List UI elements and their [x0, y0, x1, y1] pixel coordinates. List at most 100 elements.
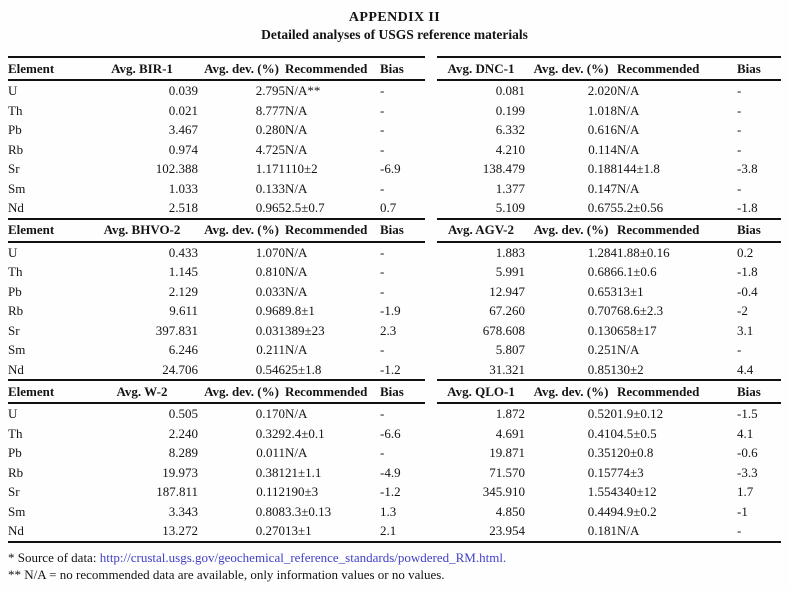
table-header: Element Avg. W-2 Avg. dev. (%) Recommend… [8, 379, 781, 404]
table-cell: N/A [617, 141, 640, 157]
column-header-avg: Avg. BHVO-2 [86, 217, 198, 243]
table-cell: 9.611 [169, 303, 198, 318]
table-gap [425, 301, 437, 321]
table-row: Rb 0.974 4.725 N/A -4.210 0.114 N/A - [8, 140, 781, 160]
table-cell: 0.270 [255, 523, 285, 538]
header-row: Element Avg. BHVO-2 Avg. dev. (%) Recomm… [8, 217, 781, 243]
table-cell: 0.081 [495, 83, 525, 98]
table-cell: Nd [8, 361, 24, 377]
table-row: Th 0.021 8.777 N/A -0.199 1.018 N/A - [8, 101, 781, 121]
table-cell: 0.130 [587, 322, 617, 338]
table-cell: -1.2 [380, 484, 401, 499]
column-header-avg-dev: Avg. dev. (%) [525, 56, 617, 81]
table-cell: Sr [8, 322, 20, 338]
table-cell: 1.018 [587, 102, 617, 118]
table-cell: 67.260 [489, 303, 525, 318]
table-row: Nd 2.518 0.965 2.5±0.7 0.7 5.109 0.675 5.2±0.56… [8, 198, 781, 218]
table-cell: Sm [8, 503, 26, 519]
table-cell: 1.9±0.12 [617, 406, 664, 421]
table-cell: 0.211 [256, 342, 285, 357]
table-gap [425, 198, 437, 218]
header-row: Element Avg. W-2 Avg. dev. (%) Recommend… [8, 379, 781, 404]
table-row: U 0.505 0.170 N/A - 1.872 0.520 1.9±0.12 -1.5 [8, 403, 781, 424]
table-cell: 13±1 [285, 523, 312, 538]
table-cell: N/A [617, 523, 640, 538]
table-gap [425, 403, 437, 424]
source-url-link[interactable]: http://crustal.usgs.gov/geochemical_refe… [99, 549, 507, 565]
table-cell: 1.171 [255, 161, 285, 176]
page-title: APPENDIX II [348, 10, 441, 25]
table-gap [425, 482, 437, 502]
table-cell: 1.377 [495, 180, 525, 196]
table-cell: 4.9±0.2 [617, 503, 657, 519]
table-cell: - [380, 342, 385, 357]
table-cell: Sm [8, 180, 26, 196]
table-cell: N/A [617, 122, 640, 137]
table-cell: 190±3 [285, 484, 319, 499]
column-header-avg: Avg. W-2 [86, 379, 198, 404]
table-cell: 0.112 [256, 484, 285, 499]
table-cell: 397.831 [155, 322, 198, 338]
table-cell: 340±12 [617, 484, 657, 499]
footnote-source-prefix: * Source of data: [8, 549, 100, 565]
table-cell: 102.388 [155, 161, 198, 176]
table-cell: -1.8 [737, 264, 758, 279]
table-row: U 0.433 1.070 N/A - 1.883 1.284 1.88±0.16 0.2 [8, 242, 781, 263]
table-cell: 1.145 [168, 264, 198, 279]
table-cell: - [737, 180, 742, 196]
table-cell: 13±1 [617, 283, 644, 299]
table-cell: U [8, 244, 18, 260]
table-gap [425, 242, 437, 263]
table-cell: 1.284 [587, 244, 617, 260]
table-cell: Pb [8, 445, 22, 460]
table-cell: 6.246 [168, 342, 198, 357]
column-header-recommended: Recommended [285, 379, 380, 404]
table-cell: -0.6 [737, 445, 758, 460]
table-cell: - [380, 122, 385, 137]
table-cell: 74±3 [617, 464, 644, 480]
table-cell: 13.272 [162, 523, 198, 538]
table-cell: 187.811 [156, 484, 198, 499]
table-cell: 0.381 [255, 464, 285, 480]
table-cell: 1.033 [168, 180, 198, 196]
column-header-bias: Bias [737, 379, 781, 404]
table-cell: N/A [285, 445, 308, 460]
table-cell: - [737, 83, 742, 98]
table-cell: 6.332 [495, 122, 525, 137]
table-cell: 4.5±0.5 [617, 425, 657, 441]
table-gap [425, 101, 437, 121]
table-cell: 2.3 [380, 322, 397, 338]
table-cell: U [8, 83, 18, 98]
table-cell: -2 [737, 303, 748, 318]
table-cell: 0.505 [168, 406, 198, 421]
table-gap [425, 159, 437, 179]
table-row: U 0.039 2.795 N/A** - 0.081 2.020 N/A - [8, 80, 781, 101]
table-cell: - [380, 102, 385, 118]
column-header-avg-dev: Avg. dev. (%) [198, 217, 285, 243]
table-cell: 0.011 [256, 445, 285, 460]
table-gap [425, 179, 437, 199]
column-header-avg: Avg. AGV-2 [437, 217, 525, 243]
table-gap [425, 521, 437, 541]
table-cell: 2.795 [255, 83, 285, 98]
column-header-bias: Bias [380, 379, 425, 404]
table-row: Sm 6.246 0.211 N/A -5.807 0.251 N/A - [8, 340, 781, 360]
table-cell: 3.3±0.13 [285, 503, 332, 519]
table-cell: 0.410 [587, 425, 617, 441]
table-cell: 5.109 [495, 200, 525, 215]
table-w2-qlo1: Element Avg. W-2 Avg. dev. (%) Recommend… [8, 379, 781, 541]
table-row: Pb 2.129 0.033 N/A - 12.947 0.653 13±1 -0.4 [8, 282, 781, 302]
table-cell: 2.4±0.1 [285, 425, 325, 441]
table-cell: - [380, 244, 385, 260]
footnote-source: * Source of data: http://crustal.usgs.go… [8, 549, 789, 567]
column-header-avg-dev: Avg. dev. (%) [525, 379, 617, 404]
table-cell: 0.033 [255, 283, 285, 299]
table-cell: 19.871 [489, 445, 525, 460]
table-cell: 4.4 [737, 361, 754, 377]
table-cell: N/A [617, 83, 640, 98]
table-cell: -6.9 [380, 161, 401, 176]
table-gap [425, 262, 437, 282]
table-cell: Rb [8, 303, 24, 318]
table-cell: N/A [617, 180, 640, 196]
